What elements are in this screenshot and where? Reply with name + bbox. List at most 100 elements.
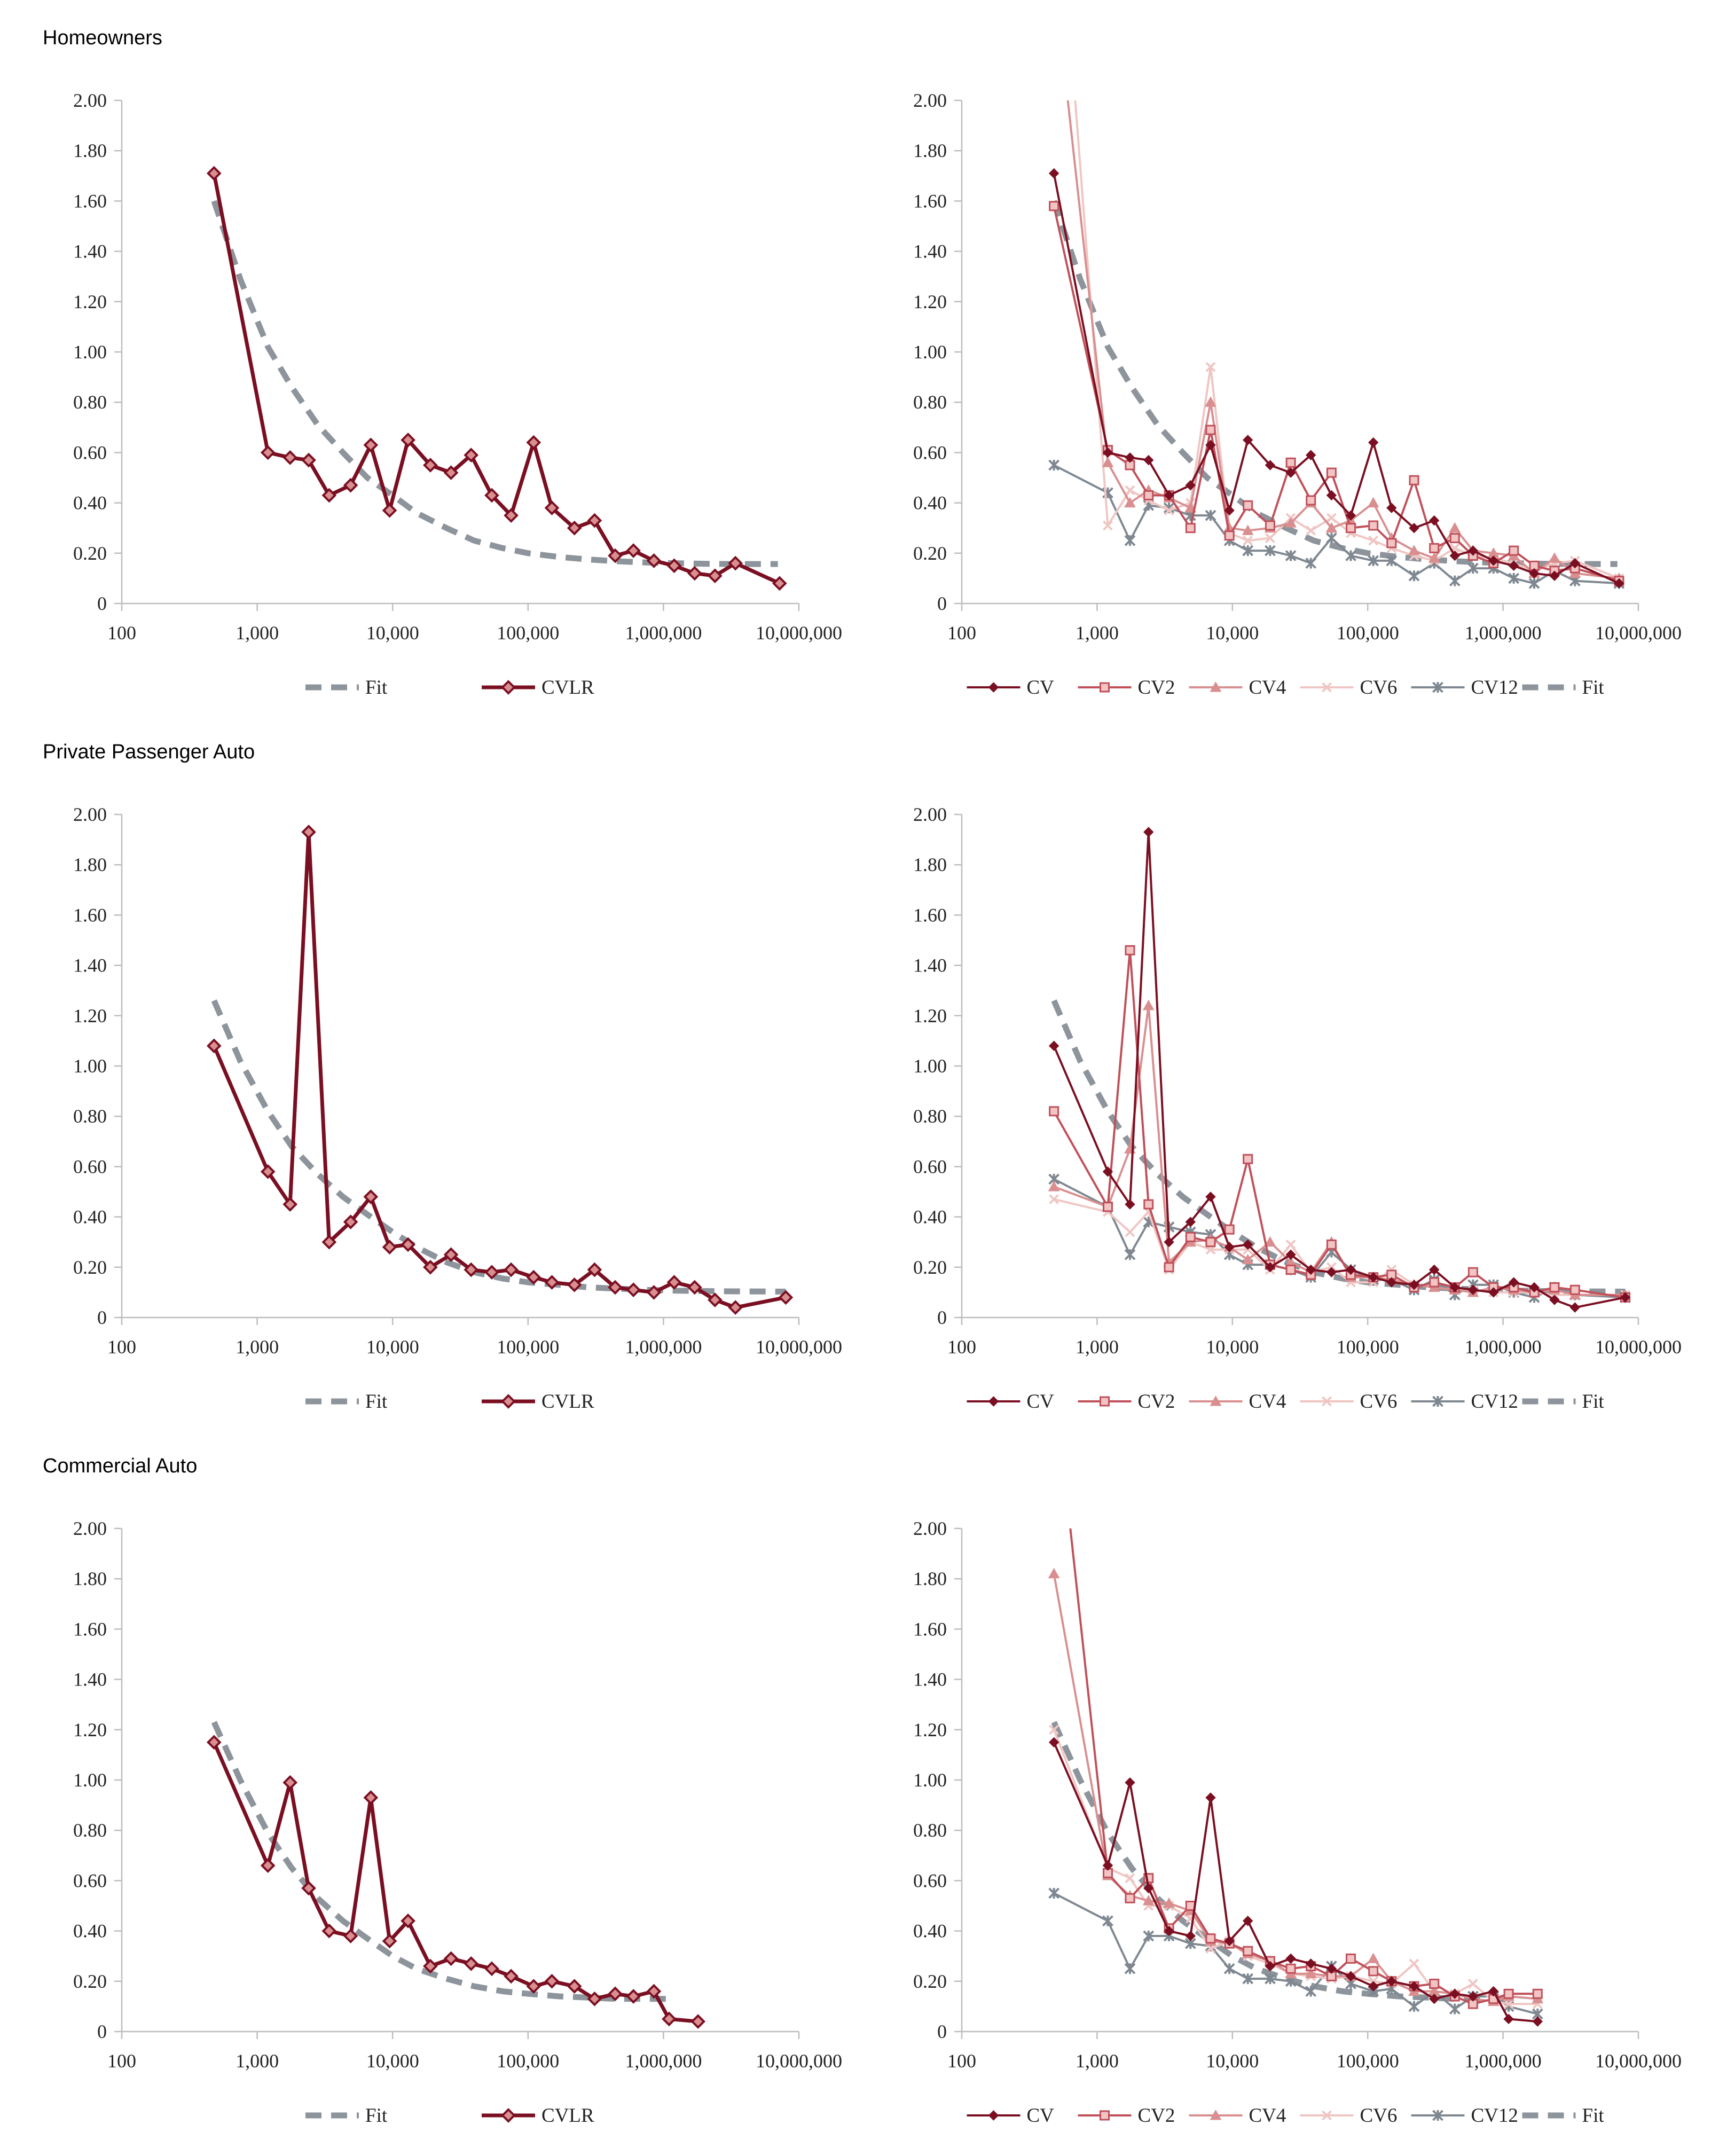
chart-6-series-cv-point bbox=[1488, 1986, 1499, 1997]
chart-2-series-cv-point bbox=[1048, 168, 1059, 179]
chart-6-legend-marker-cv bbox=[988, 2110, 999, 2121]
chart-3-y-tick-label: 1.20 bbox=[73, 1005, 107, 1026]
chart-6-y-tick-label: 0.40 bbox=[913, 1920, 947, 1942]
chart-2-series-cv-point bbox=[1508, 560, 1519, 571]
chart-2-series-cv2-point bbox=[1265, 520, 1275, 531]
chart-3-y-tick-label: 0.40 bbox=[73, 1206, 107, 1228]
chart-2-series-cv4-point bbox=[1367, 497, 1379, 508]
chart-2-legend-label-cv2: CV2 bbox=[1138, 677, 1175, 699]
chart-6-series-cv-point bbox=[1242, 1916, 1253, 1926]
chart-4-series-cv-point bbox=[1306, 1264, 1316, 1275]
chart-6-series-cv-point bbox=[1102, 1860, 1113, 1871]
chart-1-series-cvlr-point bbox=[301, 452, 316, 468]
chart-2-series-cv-point bbox=[1224, 505, 1235, 516]
chart-6-series-cv6-point bbox=[1467, 1979, 1478, 1989]
chart-1-series-cvlr-point bbox=[687, 566, 702, 581]
chart-6-series-cv-point bbox=[1409, 1981, 1419, 1992]
chart-4-series-cv-point bbox=[1205, 1191, 1216, 1202]
chart-6-series-cv12-point bbox=[1124, 1963, 1136, 1974]
chart-5-series-fit bbox=[211, 1721, 669, 2002]
chart-2-series-cv12-point bbox=[1345, 550, 1356, 561]
chart-4-legend-label-cv6: CV6 bbox=[1360, 1391, 1398, 1413]
chart-4-series-cv-point bbox=[1529, 1282, 1540, 1293]
chart-6-series-cv6-point bbox=[1503, 1998, 1514, 2009]
chart-2-series-cv12-point bbox=[1449, 575, 1461, 587]
chart-1-y-tick-label: 1.80 bbox=[73, 140, 107, 161]
chart-5-y-tick-label: 0.60 bbox=[73, 1870, 107, 1891]
chart-5-group: 0 0.20 0.40 0.60 0.80 1.00 1.20 1.40 1.60 1.80 2.0… bbox=[73, 1518, 842, 2127]
chart-5-series-cvlr-point bbox=[301, 1880, 316, 1896]
chart-6-series-cv2 bbox=[1069, 1528, 1543, 2009]
chart-6-legend-label-cv4: CV4 bbox=[1249, 2105, 1286, 2127]
chart-3-series-cvlr-point bbox=[343, 1214, 358, 1229]
chart-5-y-tick-label: 1.20 bbox=[73, 1719, 107, 1741]
chart-4-y-tick-label: 1.40 bbox=[913, 955, 947, 976]
chart-5-legend-item-cvlr: CVLR bbox=[482, 2105, 594, 2127]
chart-2-legend-marker-cv2 bbox=[1100, 682, 1110, 693]
chart-2-series-fit bbox=[1051, 200, 1618, 567]
chart-2-x-tick-label: 1,000,000 bbox=[1465, 622, 1542, 644]
chart-2-series-cv2-point bbox=[1243, 500, 1253, 511]
chart-3-series-cvlr-point bbox=[443, 1247, 459, 1263]
chart-3-y-tick-label: 0.80 bbox=[73, 1106, 107, 1127]
chart-2-y-tick-label: 0.40 bbox=[913, 492, 947, 514]
chart-5-y-tick-label: 1.40 bbox=[73, 1669, 107, 1690]
chart-4-series-cv4-point bbox=[1048, 1181, 1060, 1191]
chart-3-series-cvlr bbox=[206, 825, 794, 1315]
chart-2-series-cv12-point bbox=[1048, 459, 1060, 471]
chart-4-series-cv bbox=[1048, 827, 1631, 1313]
chart-6-series-cv6-point bbox=[1125, 1873, 1135, 1884]
chart-1-y-tick-label: 1.00 bbox=[73, 341, 107, 363]
chart-5-series-cvlr-point bbox=[260, 1858, 276, 1873]
chart-2-series-cv-point bbox=[1306, 450, 1316, 460]
chart-5-y-tick-label: 1.00 bbox=[73, 1769, 107, 1791]
chart-4-series-cv-point bbox=[1143, 827, 1154, 837]
chart-3-series-cvlr-point bbox=[646, 1285, 662, 1300]
chart-2-series-cv2-point bbox=[1205, 425, 1216, 435]
chart-5-series-cvlr-point bbox=[662, 2011, 677, 2027]
chart-6-series-cv4-point bbox=[1367, 1953, 1379, 1963]
chart-2-series-cv12-point bbox=[1386, 555, 1398, 567]
chart-5-series-cvlr-point bbox=[626, 1989, 641, 2004]
chart-6-legend-marker-cv2 bbox=[1100, 2110, 1110, 2121]
chart-2-x-tick-label: 100 bbox=[947, 622, 976, 644]
chart-4-series-cv-point bbox=[1569, 1302, 1580, 1313]
chart-6-series-cv4-point bbox=[1163, 1897, 1175, 1908]
chart-3-series-cvlr-point bbox=[666, 1275, 682, 1290]
chart-6-series-cv2-point bbox=[1243, 1946, 1253, 1956]
chart-6-series-cv-point bbox=[1503, 2013, 1514, 2025]
chart-6-series-cv-point bbox=[1345, 1971, 1356, 1982]
chart-5-series-cvlr-point bbox=[484, 1961, 499, 1977]
chart-6-y-tick-label: 1.80 bbox=[913, 1568, 947, 1589]
chart-2-series-cv2-point bbox=[1306, 495, 1316, 506]
chart-5-x-tick-label: 100,000 bbox=[497, 2050, 559, 2072]
chart-6-legend-marker-cv12 bbox=[1432, 2110, 1443, 2121]
chart-1-legend-label-fit: Fit bbox=[365, 677, 388, 699]
chart-3-series-cvlr-point bbox=[282, 1197, 298, 1212]
chart-5-series-cvlr-point bbox=[690, 2014, 705, 2029]
chart-4-series-cv2-point bbox=[1429, 1277, 1440, 1288]
chart-2-series-cv4-point bbox=[1242, 524, 1254, 535]
chart-5-x-tick-label: 100 bbox=[107, 2050, 136, 2072]
chart-2-y-tick-label: 1.40 bbox=[913, 241, 947, 262]
chart-5-series-cvlr-point bbox=[321, 1923, 337, 1939]
chart-5-series-cvlr-point bbox=[343, 1928, 358, 1943]
chart-1-y-tick-label: 0.80 bbox=[73, 391, 107, 413]
chart-6-x-tick-label: 10,000,000 bbox=[1595, 2050, 1682, 2072]
chart-6-series-cv2-point bbox=[1532, 1988, 1543, 1999]
chart-4-legend-label-cv: CV bbox=[1027, 1391, 1055, 1413]
chart-6-y-tick-label: 0 bbox=[937, 2021, 947, 2042]
chart-1-series-cvlr-point bbox=[666, 558, 682, 574]
chart-2-series-cv2-point bbox=[1326, 467, 1337, 478]
chart-3-legend-marker-cvlr bbox=[501, 1394, 516, 1409]
chart-6-series-cv4-line bbox=[1053, 1572, 1539, 2003]
chart-4-x-tick-label: 10,000 bbox=[1206, 1336, 1259, 1358]
chart-3-series-cvlr-point bbox=[608, 1280, 623, 1295]
chart-3-y-tick-label: 1.80 bbox=[73, 854, 107, 875]
chart-3-series-cvlr-point bbox=[464, 1262, 479, 1277]
chart-4-series-cv-point bbox=[1048, 1040, 1059, 1052]
chart-2-legend-label-cv6: CV6 bbox=[1360, 677, 1398, 699]
chart-3-series-cvlr-point bbox=[423, 1259, 438, 1275]
chart-5-series-cvlr bbox=[206, 1735, 705, 2029]
chart-2-x-tick-label: 1,000 bbox=[1076, 622, 1119, 644]
